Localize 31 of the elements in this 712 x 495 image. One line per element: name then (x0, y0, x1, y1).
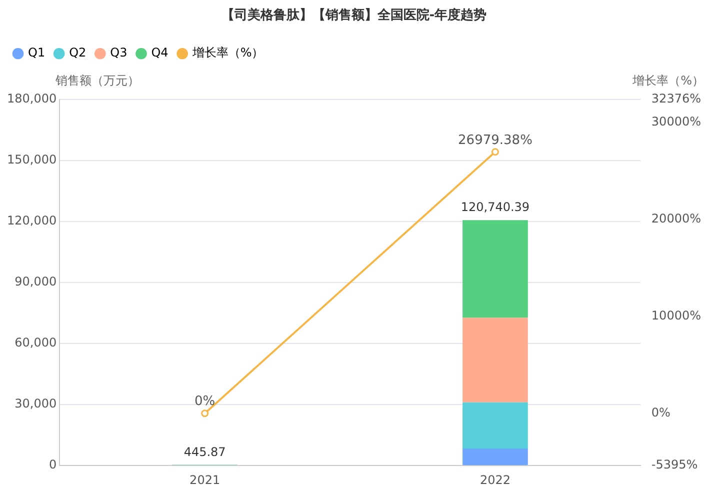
bar (462, 402, 528, 449)
y-axis-title: 销售额（万元） (54, 74, 140, 88)
y2-tick-label: 30000% (651, 114, 701, 129)
x-tick-label: 2022 (480, 472, 510, 487)
y-tick-label: 120,000 (7, 214, 57, 228)
data-label: 0% (194, 394, 216, 410)
total-label: 120,740.39 (460, 200, 530, 214)
y2-tick-label: 32376% (651, 92, 701, 106)
legend-label: 增长率（%） (191, 46, 264, 60)
y-tick-label: 30,000 (14, 396, 57, 411)
y-tick-label: 60,000 (14, 336, 57, 350)
y-tick-label: 180,000 (7, 92, 57, 106)
legend-label: Q4 (151, 46, 168, 60)
data-label: 26979.38% (458, 132, 532, 148)
legend-label: Q2 (69, 46, 86, 60)
bar (462, 220, 528, 318)
legend-label: Q1 (28, 46, 46, 60)
bar (462, 318, 528, 402)
total-label: 445.87 (184, 444, 226, 459)
y2-tick-label: 10000% (651, 308, 701, 323)
y-tick-label: 90,000 (14, 274, 57, 289)
bar (462, 448, 528, 466)
y-tick-label: 150,000 (7, 152, 57, 167)
chart-title: 【司美格鲁肽】【销售额】全国医院-年度趋势 (221, 7, 487, 24)
y2-tick-label: 0% (651, 405, 670, 420)
x-tick-label: 2021 (190, 472, 220, 487)
y-tick-label: 0 (48, 458, 57, 472)
legend-label: Q3 (110, 46, 128, 60)
y2-tick-label: 20000% (651, 212, 701, 226)
y2-axis-title: 增长率（%） (632, 74, 704, 88)
y2-tick-label: -5395% (651, 458, 698, 472)
